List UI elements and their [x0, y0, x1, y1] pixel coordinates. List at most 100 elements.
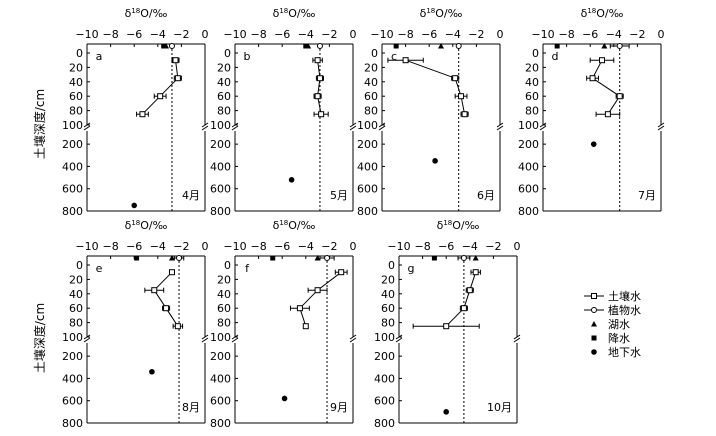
soil-water-point — [452, 75, 459, 82]
plant-water-point — [316, 43, 323, 49]
x-tick-label: 0 — [350, 28, 357, 41]
y-tick-label: 80 — [525, 105, 539, 118]
x-tick-label: −4 — [462, 240, 478, 253]
month-label: 6月 — [477, 189, 495, 202]
precipitation-point — [554, 43, 560, 49]
soil-water-point — [314, 287, 321, 294]
x-tick-label: −6 — [126, 240, 142, 253]
x-tick-label: −10 — [387, 240, 410, 253]
x-tick-label: −8 — [102, 240, 118, 253]
legend-plant-water-marker — [591, 307, 597, 313]
panel-letter: a — [96, 50, 103, 63]
soil-water-point — [174, 323, 181, 330]
y-tick-label: 800 — [62, 205, 83, 218]
panel-a: δ18O/‰−10 −8 −6 −4 −2 00204060801002004006008… — [62, 7, 209, 218]
soil-water-profile-line — [317, 60, 322, 115]
plant-water-point — [324, 255, 331, 261]
soil-water-point — [443, 323, 450, 330]
month-label: 5月 — [330, 189, 348, 202]
axis-break-mark — [513, 334, 521, 340]
soil-water-point — [589, 75, 596, 82]
y-tick-label: 800 — [62, 417, 83, 430]
y-tick-label: 0 — [532, 47, 539, 60]
groundwater-point — [443, 409, 449, 415]
x-tick-label: −2 — [173, 240, 189, 253]
x-tick-label: −8 — [250, 240, 266, 253]
soil-water-point — [460, 305, 467, 312]
panel-letter: g — [408, 262, 415, 275]
axis-break-mark — [349, 337, 357, 343]
y-tick-label: 100 — [518, 119, 539, 132]
month-label: 4月 — [182, 189, 200, 202]
soil-water-point — [151, 287, 158, 294]
y-tick-label: 60 — [217, 90, 231, 103]
y-tick-label: 800 — [518, 205, 539, 218]
precipitation-point — [393, 43, 399, 49]
axis-break-mark — [378, 125, 386, 131]
x-tick-label: −10 — [223, 28, 246, 41]
legend-label-soil: 土壤水 — [608, 289, 641, 303]
y-tick-label: 20 — [69, 61, 83, 74]
axis-break-mark — [201, 334, 209, 340]
soil-water-point — [302, 323, 309, 330]
y-tick-label: 40 — [217, 76, 231, 89]
x-tick-label: −10 — [223, 240, 246, 253]
x-axis-title: δ18O/‰ — [273, 7, 316, 20]
lake-water-point — [601, 43, 608, 49]
x-tick-label: −4 — [150, 28, 166, 41]
y-tick-label: 40 — [364, 76, 378, 89]
x-tick-label: −6 — [274, 240, 290, 253]
x-tick-label: −10 — [75, 240, 98, 253]
axis-break-mark — [496, 122, 504, 128]
y-tick-label: 200 — [62, 350, 83, 363]
plant-water-point — [168, 43, 175, 49]
y-tick-label: 800 — [210, 205, 231, 218]
legend-label-plant: 植物水 — [608, 303, 641, 317]
groundwater-point — [432, 158, 438, 164]
y-tick-label: 600 — [357, 183, 378, 196]
y-tick-label: 600 — [62, 395, 83, 408]
soil-water-profile-line — [299, 271, 342, 327]
y-tick-label: 40 — [381, 288, 395, 301]
y-tick-label: 600 — [374, 395, 395, 408]
y-tick-label: 20 — [217, 273, 231, 286]
y-tick-label: 80 — [381, 317, 395, 330]
y-tick-label: 60 — [364, 90, 378, 103]
soil-water-point — [458, 93, 465, 100]
y-tick-label: 400 — [62, 372, 83, 385]
precipitation-point — [270, 255, 276, 261]
panel-d: δ18O/‰−10 −8 −6 −4 −2 00204060801002004006008… — [518, 7, 665, 218]
y-tick-label: 100 — [62, 331, 83, 344]
legend-lake-water-marker — [591, 321, 597, 327]
soil-water-profile-line — [445, 272, 477, 327]
month-label: 8月 — [182, 401, 200, 414]
soil-water-point — [402, 57, 409, 64]
x-tick-label: −8 — [558, 28, 574, 41]
x-tick-label: −2 — [485, 240, 501, 253]
x-axis-title: δ18O/‰ — [581, 7, 624, 20]
y-tick-label: 400 — [210, 372, 231, 385]
x-tick-label: −6 — [274, 28, 290, 41]
y-tick-label: 200 — [62, 138, 83, 151]
y-tick-label: 80 — [69, 105, 83, 118]
x-tick-label: −8 — [397, 28, 413, 41]
x-tick-label: −10 — [75, 28, 98, 41]
y-tick-label: 100 — [62, 119, 83, 132]
y-tick-label: 400 — [374, 372, 395, 385]
x-tick-label: 0 — [202, 28, 209, 41]
soil-water-profile-line — [142, 60, 179, 115]
y-tick-label: 100 — [374, 331, 395, 344]
axis-break-mark — [539, 125, 547, 131]
legend-precipitation-marker — [591, 335, 597, 341]
x-tick-label: −2 — [173, 28, 189, 41]
y-tick-label: 20 — [381, 273, 395, 286]
axis-break-mark — [657, 122, 665, 128]
month-label: 7月 — [638, 189, 656, 202]
y-tick-label: 200 — [210, 350, 231, 363]
y-tick-label: 600 — [518, 183, 539, 196]
y-tick-label: 0 — [388, 259, 395, 272]
y-tick-label: 100 — [357, 119, 378, 132]
y-tick-label: 200 — [210, 138, 231, 151]
panel-g: δ18O/‰−10 −8 −6 −4 −2 00204060801002004006008… — [374, 219, 521, 430]
